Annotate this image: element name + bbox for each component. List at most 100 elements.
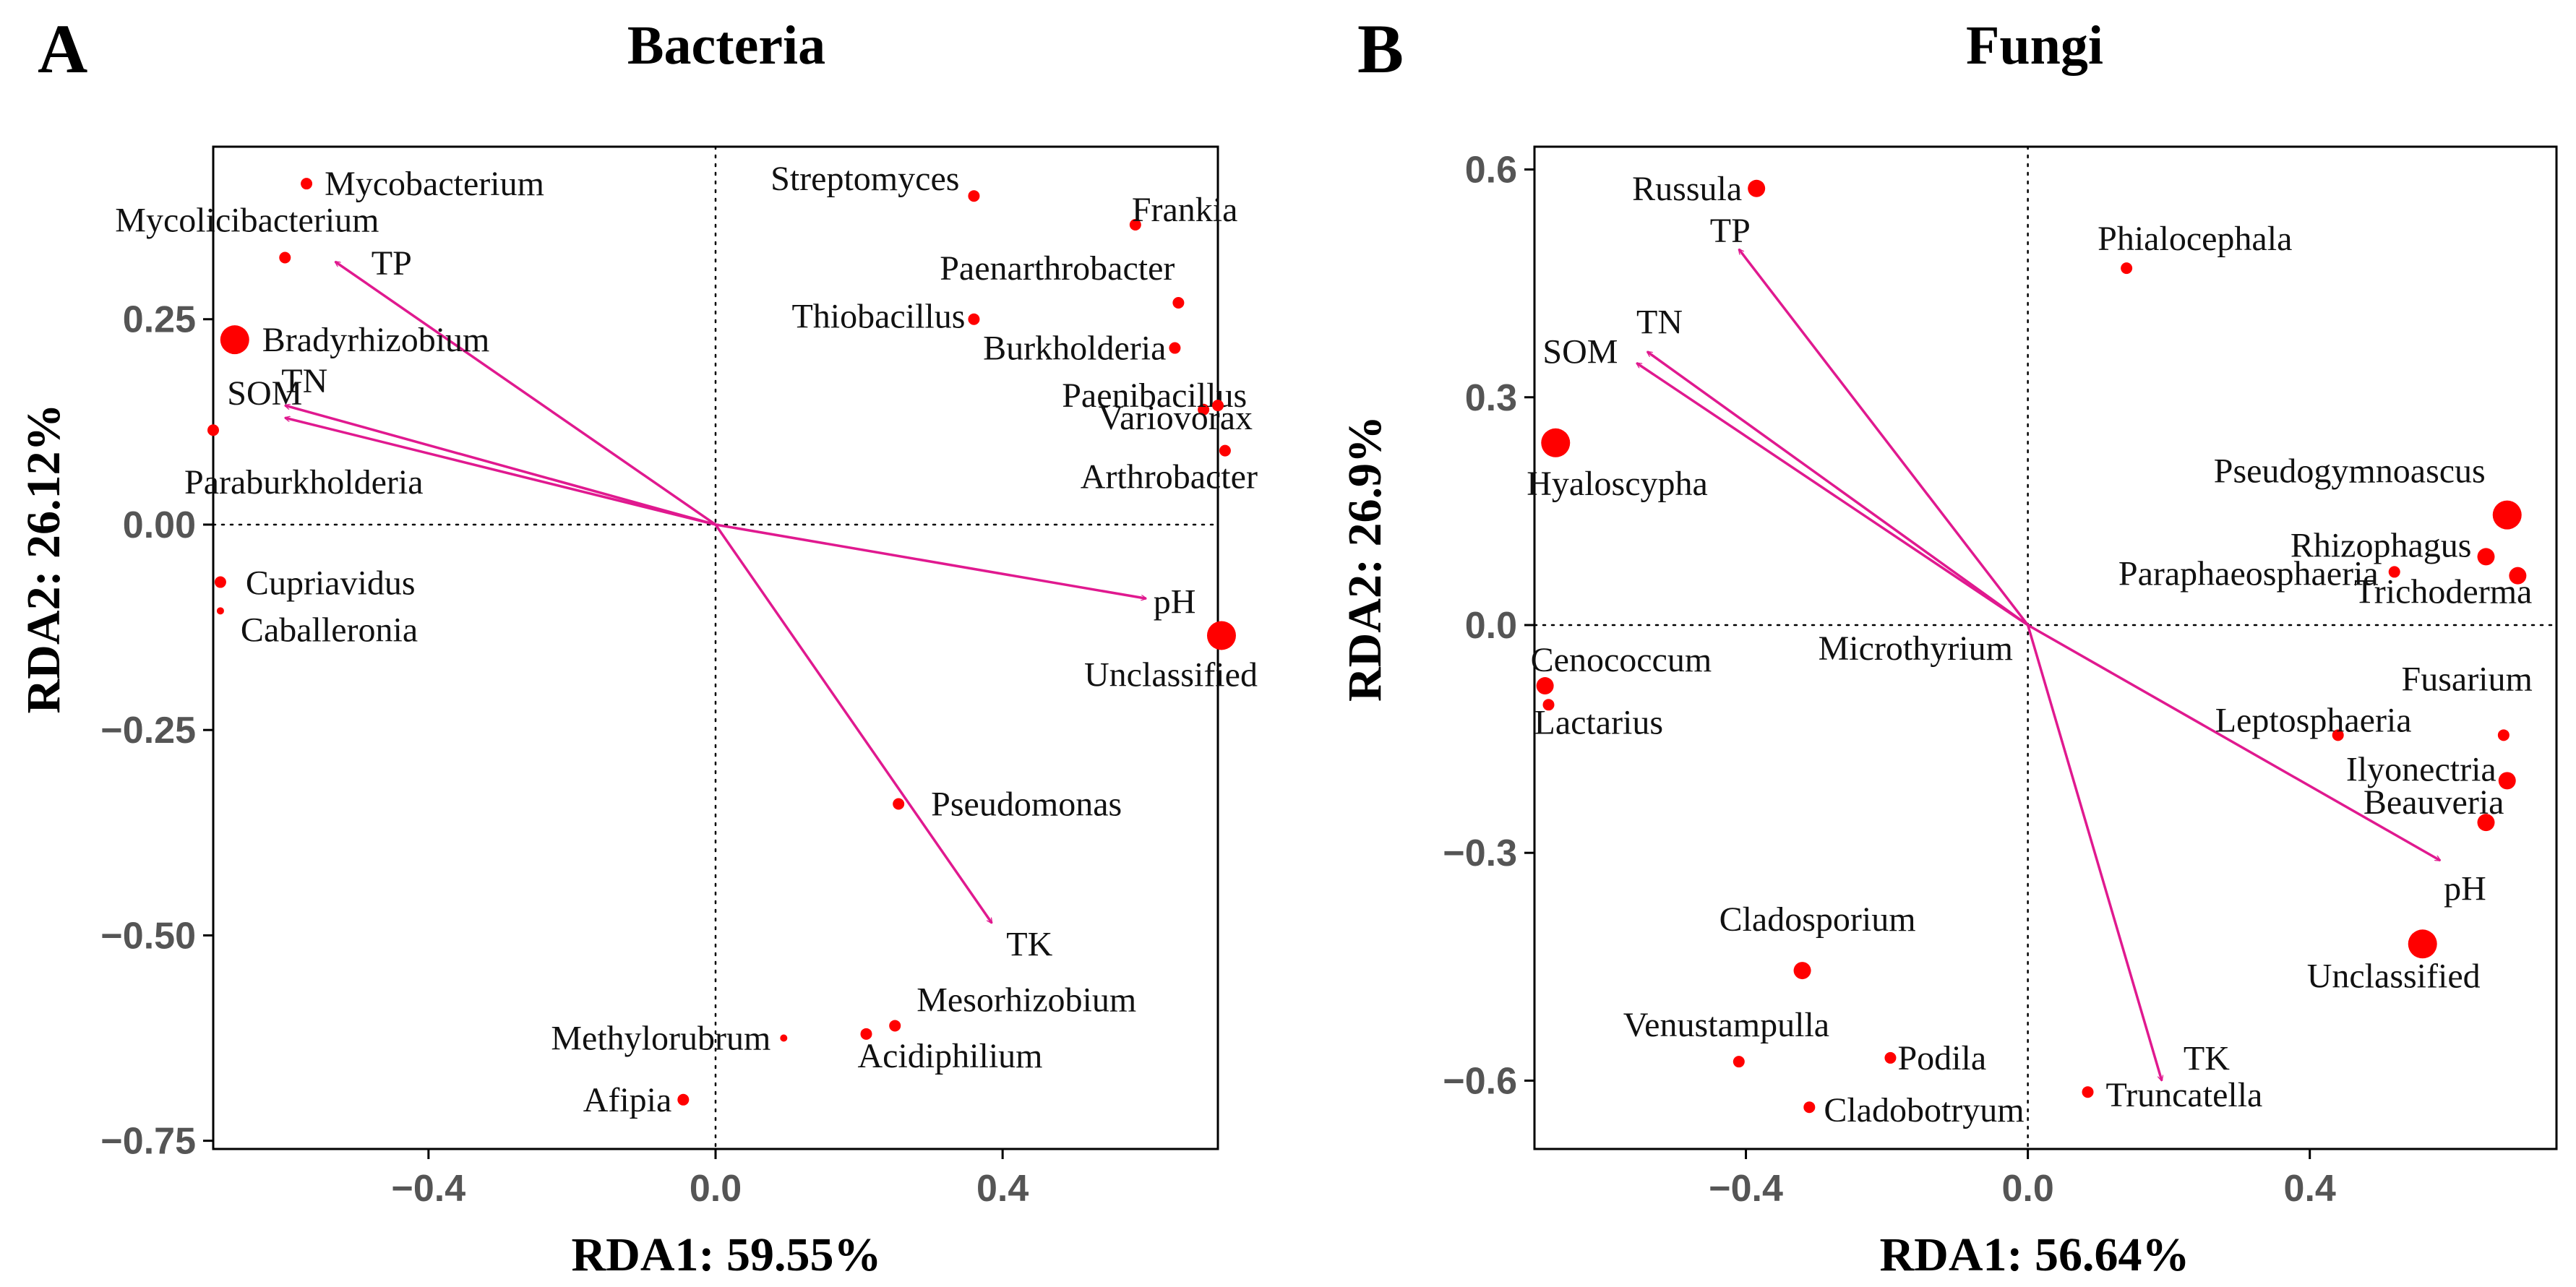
y-tick-label: 0.25	[123, 299, 196, 341]
point-label-burkholderia: Burkholderia	[983, 330, 1166, 368]
point-afipia	[677, 1093, 690, 1106]
y-tick-label: 0.6	[1465, 150, 1517, 191]
point-cladobotryum	[1803, 1101, 1816, 1114]
point-ilyonectria	[2498, 772, 2516, 790]
arrow-label-ph: pH	[1154, 582, 1196, 621]
plot-area: −0.4 0.0 0.4 0.6 0.3 0.0 −0.3 −0.6 TP TN SOM pH TK Ru…	[1443, 145, 2558, 1210]
point-label-caballeronia: Caballeronia	[241, 611, 418, 649]
point-russula	[1748, 179, 1766, 197]
point-label-unclassified: Unclassified	[1084, 655, 1258, 694]
point-label-phialocephala: Phialocephala	[2098, 220, 2292, 258]
point-label-variovorax: Variovorax	[1099, 399, 1253, 437]
point-phialocephala	[2121, 262, 2133, 275]
point-streptomyces	[968, 190, 980, 202]
point-label-acidiphilium: Acidiphilium	[858, 1037, 1043, 1075]
y-axis-title: RDA2: 26.12%	[17, 404, 70, 714]
point-label-bradyrhizobium: Bradyrhizobium	[262, 321, 490, 359]
x-tick-label: 0.0	[690, 1168, 742, 1210]
point-acidiphilium	[860, 1028, 872, 1040]
point-paenibacillus	[1198, 403, 1210, 416]
point-arthrobacter	[1219, 444, 1231, 457]
x-tick-label: −0.4	[392, 1168, 466, 1210]
point-label-microthyrium: Microthyrium	[1819, 629, 2013, 668]
arrow-som	[1636, 362, 2029, 627]
arrow-tn	[1647, 350, 2029, 627]
chart-title: Fungi	[1966, 15, 2103, 76]
x-axis-title: RDA1: 59.55%	[572, 1228, 882, 1281]
point-label-paenarthrobacter: Paenarthrobacter	[940, 249, 1175, 288]
x-axis-title: RDA1: 56.64%	[1880, 1228, 2190, 1281]
arrow-tk	[2026, 624, 2162, 1080]
point-som-pt	[207, 424, 219, 436]
point-podila	[1884, 1051, 1897, 1064]
point-mycobacterium	[301, 178, 313, 190]
point-label-mycolicibacterium: Mycolicibacterium	[115, 201, 379, 239]
y-tick-label: 0.3	[1465, 377, 1517, 419]
point-label-russula: Russula	[1632, 170, 1742, 208]
point-cenococcum	[1536, 677, 1554, 695]
point-label-streptomyces: Streptomyces	[770, 160, 959, 198]
point-caballeronia	[216, 607, 224, 615]
panel-bacteria: A Bacteria RDA1: 59.55% RDA2: 26.12% −0.…	[17, 10, 1258, 1281]
point-label-afipia: Afipia	[583, 1081, 672, 1119]
point-mesorhizobium	[889, 1020, 901, 1032]
point-leptosphaeria	[2332, 729, 2344, 741]
arrow-label-tn: TN	[281, 362, 327, 400]
point-paenarthrobacter	[1172, 297, 1185, 309]
arrow-ph	[2027, 624, 2440, 862]
point-label-venustampulla: Venustampulla	[1623, 1006, 1829, 1044]
point-cladosporium	[1793, 962, 1811, 980]
point-label-hyaloscypha: Hyaloscypha	[1527, 465, 1708, 503]
y-tick-label: −0.25	[100, 710, 196, 752]
point-label-cenococcum: Cenococcum	[1531, 641, 1712, 679]
y-tick-label: −0.6	[1443, 1060, 1517, 1102]
y-tick-label: 0.00	[123, 504, 196, 546]
point-label-leptosphaeria: Leptosphaeria	[2215, 701, 2412, 739]
arrow-label-tp: TP	[1710, 212, 1751, 250]
point-label-truncatella: Truncatella	[2106, 1076, 2263, 1114]
point-unclassified	[1206, 621, 1236, 650]
point-label-lactarius: Lactarius	[1534, 703, 1664, 741]
point-label-rhizophagus: Rhizophagus	[2291, 526, 2472, 564]
point-label-fusarium: Fusarium	[2402, 660, 2533, 698]
point-label-beauveria: Beauveria	[2364, 783, 2504, 822]
point-label-thiobacillus: Thiobacillus	[791, 298, 965, 336]
y-axis-title: RDA2: 26.9%	[1339, 416, 1391, 702]
point-mycolicibacterium	[279, 251, 291, 264]
point-label-ilyonectria: Ilyonectria	[2346, 750, 2496, 788]
x-tick-label: 0.0	[2001, 1168, 2053, 1210]
arrow-tp	[335, 260, 716, 526]
panel-fungi: B Fungi RDA1: 56.64% RDA2: 26.9% −0.4 0.0…	[1339, 10, 2558, 1281]
arrow-label-tn: TN	[1636, 304, 1683, 342]
point-venustampulla	[1733, 1056, 1745, 1068]
point-pseudomonas	[893, 798, 905, 810]
point-fusarium	[2497, 729, 2510, 741]
arrow-som	[285, 418, 716, 526]
arrow-tp	[1738, 249, 2030, 627]
point-label-paraburkholderia: Paraburkholderia	[184, 463, 424, 502]
arrow-tk	[714, 523, 993, 923]
point-label-cladobotryum: Cladobotryum	[1824, 1091, 2024, 1129]
x-tick-label: −0.4	[1709, 1168, 1783, 1210]
y-tick-label: 0.0	[1465, 605, 1517, 647]
point-label-pseudogymnoascus: Pseudogymnoascus	[2214, 452, 2486, 491]
point-label-methylorubrum: Methylorubrum	[551, 1020, 770, 1058]
point-frankia	[1129, 219, 1141, 231]
point-rhizophagus	[2477, 548, 2495, 566]
point-cupriavidus	[214, 576, 226, 588]
point-truncatella	[2082, 1086, 2094, 1098]
point-pseudogymnoascus	[2492, 500, 2522, 530]
point-label-paraphaeosphaeria: Paraphaeosphaeria	[2118, 554, 2379, 593]
arrow-label-som: SOM	[1542, 332, 1618, 371]
point-thiobacillus	[968, 313, 980, 325]
point-hyaloscypha	[1541, 428, 1571, 457]
plot-frame	[1533, 145, 2558, 1150]
point-label-pseudomonas: Pseudomonas	[931, 785, 1122, 824]
point-label-cladosporium: Cladosporium	[1720, 900, 1916, 939]
point-variovorax	[1212, 400, 1224, 412]
point-paraphaeosphaeria	[2388, 566, 2400, 578]
point-methylorubrum	[780, 1034, 788, 1042]
panel-letter: B	[1357, 10, 1404, 87]
point-beauveria	[2477, 814, 2495, 832]
